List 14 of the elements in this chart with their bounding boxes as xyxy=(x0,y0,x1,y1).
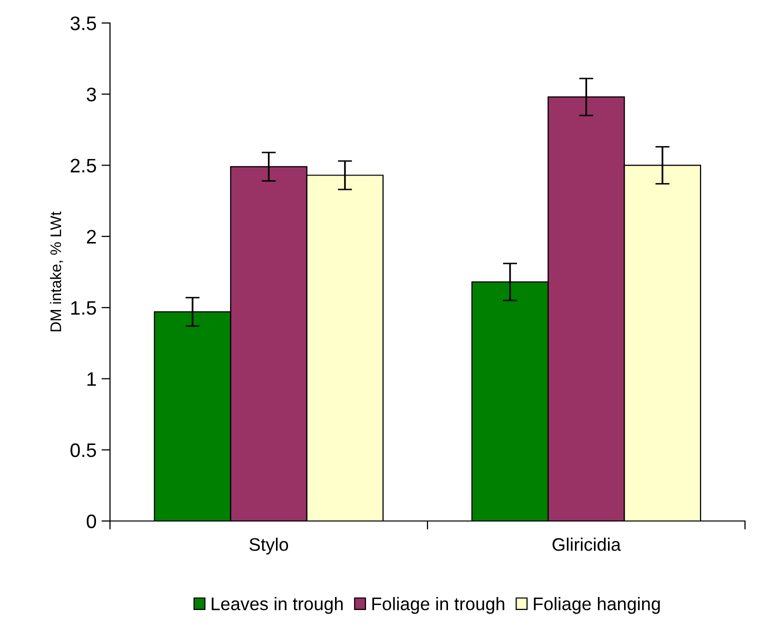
y-tick-label: 1.5 xyxy=(71,301,96,315)
y-tick-label: 0.5 xyxy=(70,443,96,458)
y-tick-label: 3 xyxy=(86,88,96,102)
legend-label: Foliage in trough xyxy=(372,597,504,614)
y-axis-title: DM intake, % LWt xyxy=(50,212,64,332)
y-tick-label: 3.5 xyxy=(70,16,96,30)
x-tick-label: Gliricidia xyxy=(552,538,621,551)
y-tick-label: 2 xyxy=(86,230,96,244)
y-tick-label: 1 xyxy=(87,372,96,386)
x-tick-label: Stylo xyxy=(250,538,288,554)
y-tick-label: 0 xyxy=(86,514,96,528)
legend-label: Foliage hanging xyxy=(534,597,660,614)
legend-label: Leaves in trough xyxy=(212,597,343,614)
y-tick-label: 2.5 xyxy=(70,158,96,173)
